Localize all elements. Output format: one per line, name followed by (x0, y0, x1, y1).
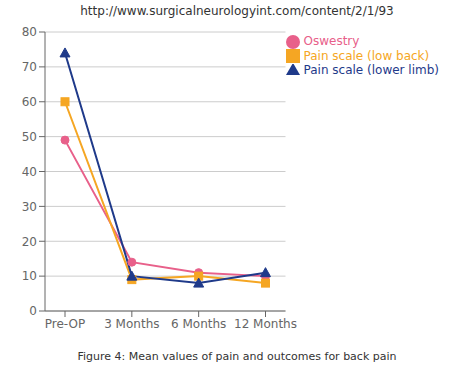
svg-text:6 Months: 6 Months (171, 317, 226, 331)
html-text:Oswestry: Oswestry (303, 34, 360, 48)
svg-text:40: 40 (22, 165, 37, 179)
svg-text:12 Months: 12 Months (234, 317, 297, 331)
svg-text:10: 10 (22, 269, 37, 283)
html-text:http://www.surgicalneurologyin: http://www.surgicalneurologyint.com/cont… (80, 4, 394, 18)
html-text:Pain scale (lower limb): Pain scale (lower limb) (303, 63, 439, 77)
svg-text:70: 70 (22, 60, 37, 74)
svg-text:20: 20 (22, 235, 37, 249)
svg-text:60: 60 (22, 95, 37, 109)
html-text:Figure 4: Mean values of pain: Figure 4: Mean values of pain and outcom… (77, 350, 397, 363)
svg-text:30: 30 (22, 200, 37, 214)
svg-text:3 Months: 3 Months (104, 317, 159, 331)
svg-text:50: 50 (22, 130, 37, 144)
svg-text:0: 0 (29, 304, 37, 318)
svg-text:Pre-OP: Pre-OP (45, 317, 85, 331)
html-text:Pain scale (low back): Pain scale (low back) (303, 48, 430, 63)
svg-text:80: 80 (22, 25, 37, 39)
